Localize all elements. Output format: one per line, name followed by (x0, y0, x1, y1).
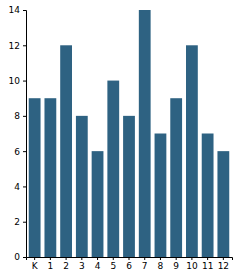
bar (139, 10, 151, 257)
bar (60, 45, 72, 257)
y-tick-mark (23, 222, 26, 223)
x-tick-mark (50, 257, 51, 260)
x-tick: K (32, 257, 39, 271)
y-tick: 8 (14, 111, 26, 121)
y-tick-label: 10 (9, 76, 21, 86)
bar (155, 134, 167, 258)
x-tick: 6 (126, 257, 132, 271)
x-tick: 8 (158, 257, 164, 271)
y-tick-label: 4 (14, 182, 20, 192)
x-tick-label: 9 (173, 261, 179, 271)
bar (76, 116, 88, 257)
y-tick: 0 (14, 252, 26, 262)
y-tick-label: 6 (14, 147, 20, 157)
x-tick-label: 1 (48, 261, 54, 271)
y-tick-mark (23, 10, 26, 11)
bars (29, 10, 229, 257)
y-tick-mark (23, 116, 26, 117)
x-tick: 12 (218, 257, 229, 271)
x-tick: 1 (48, 257, 54, 271)
x-tick-mark (207, 257, 208, 260)
bar (123, 116, 135, 257)
x-tick: 5 (110, 257, 116, 271)
x-tick-label: 12 (218, 261, 229, 271)
x-axis: K123456789101112 (27, 257, 233, 271)
y-tick-label: 0 (14, 252, 20, 262)
y-tick-mark (23, 186, 26, 187)
y-tick: 14 (9, 5, 26, 15)
y-tick: 6 (14, 147, 26, 157)
y-tick: 10 (9, 76, 26, 86)
chart-svg: K12345678910111202468101214 (0, 0, 240, 277)
x-tick-label: 5 (110, 261, 116, 271)
y-tick-mark (23, 45, 26, 46)
bar (44, 98, 56, 257)
x-tick-mark (144, 257, 145, 260)
x-tick: 4 (95, 257, 101, 271)
y-tick: 12 (9, 41, 26, 51)
x-tick-mark (223, 257, 224, 260)
x-tick-label: 3 (79, 261, 85, 271)
x-tick-mark (113, 257, 114, 260)
y-tick-label: 14 (9, 5, 21, 15)
bar (186, 45, 198, 257)
bar (107, 81, 119, 257)
x-tick-label: 2 (63, 261, 69, 271)
x-tick-label: 7 (142, 261, 148, 271)
x-tick-label: K (32, 261, 39, 271)
x-tick: 10 (186, 257, 198, 271)
y-tick-label: 2 (14, 217, 20, 227)
x-tick-label: 8 (158, 261, 164, 271)
x-tick-label: 10 (186, 261, 198, 271)
bar (170, 98, 182, 257)
y-tick-mark (23, 81, 26, 82)
plot-area: K12345678910111202468101214 (9, 5, 233, 271)
x-tick: 3 (79, 257, 85, 271)
x-tick: 11 (202, 257, 213, 271)
y-tick-label: 12 (9, 41, 20, 51)
bar (92, 151, 104, 257)
x-tick-mark (97, 257, 98, 260)
chart-container: K12345678910111202468101214 (0, 0, 240, 277)
bar (217, 151, 229, 257)
y-tick-mark (23, 151, 26, 152)
bar (202, 134, 214, 258)
y-tick-label: 8 (14, 111, 20, 121)
x-tick: 9 (173, 257, 179, 271)
x-tick-label: 4 (95, 261, 101, 271)
x-tick: 7 (142, 257, 148, 271)
x-tick-label: 11 (202, 261, 213, 271)
bar (29, 98, 41, 257)
y-tick: 2 (14, 217, 26, 227)
x-tick-mark (81, 257, 82, 260)
x-tick-mark (176, 257, 177, 260)
x-tick-mark (34, 257, 35, 260)
x-tick-mark (129, 257, 130, 260)
y-tick: 4 (14, 182, 26, 192)
x-tick: 2 (63, 257, 69, 271)
x-tick-mark (191, 257, 192, 260)
y-tick-mark (23, 257, 26, 258)
x-tick-mark (160, 257, 161, 260)
y-axis-line (23, 11, 27, 258)
y-axis: 0 2 4 6 8 10 12 14 (9, 5, 27, 262)
x-tick-mark (66, 257, 67, 260)
x-tick-label: 6 (126, 261, 132, 271)
x-axis-line (27, 258, 233, 261)
